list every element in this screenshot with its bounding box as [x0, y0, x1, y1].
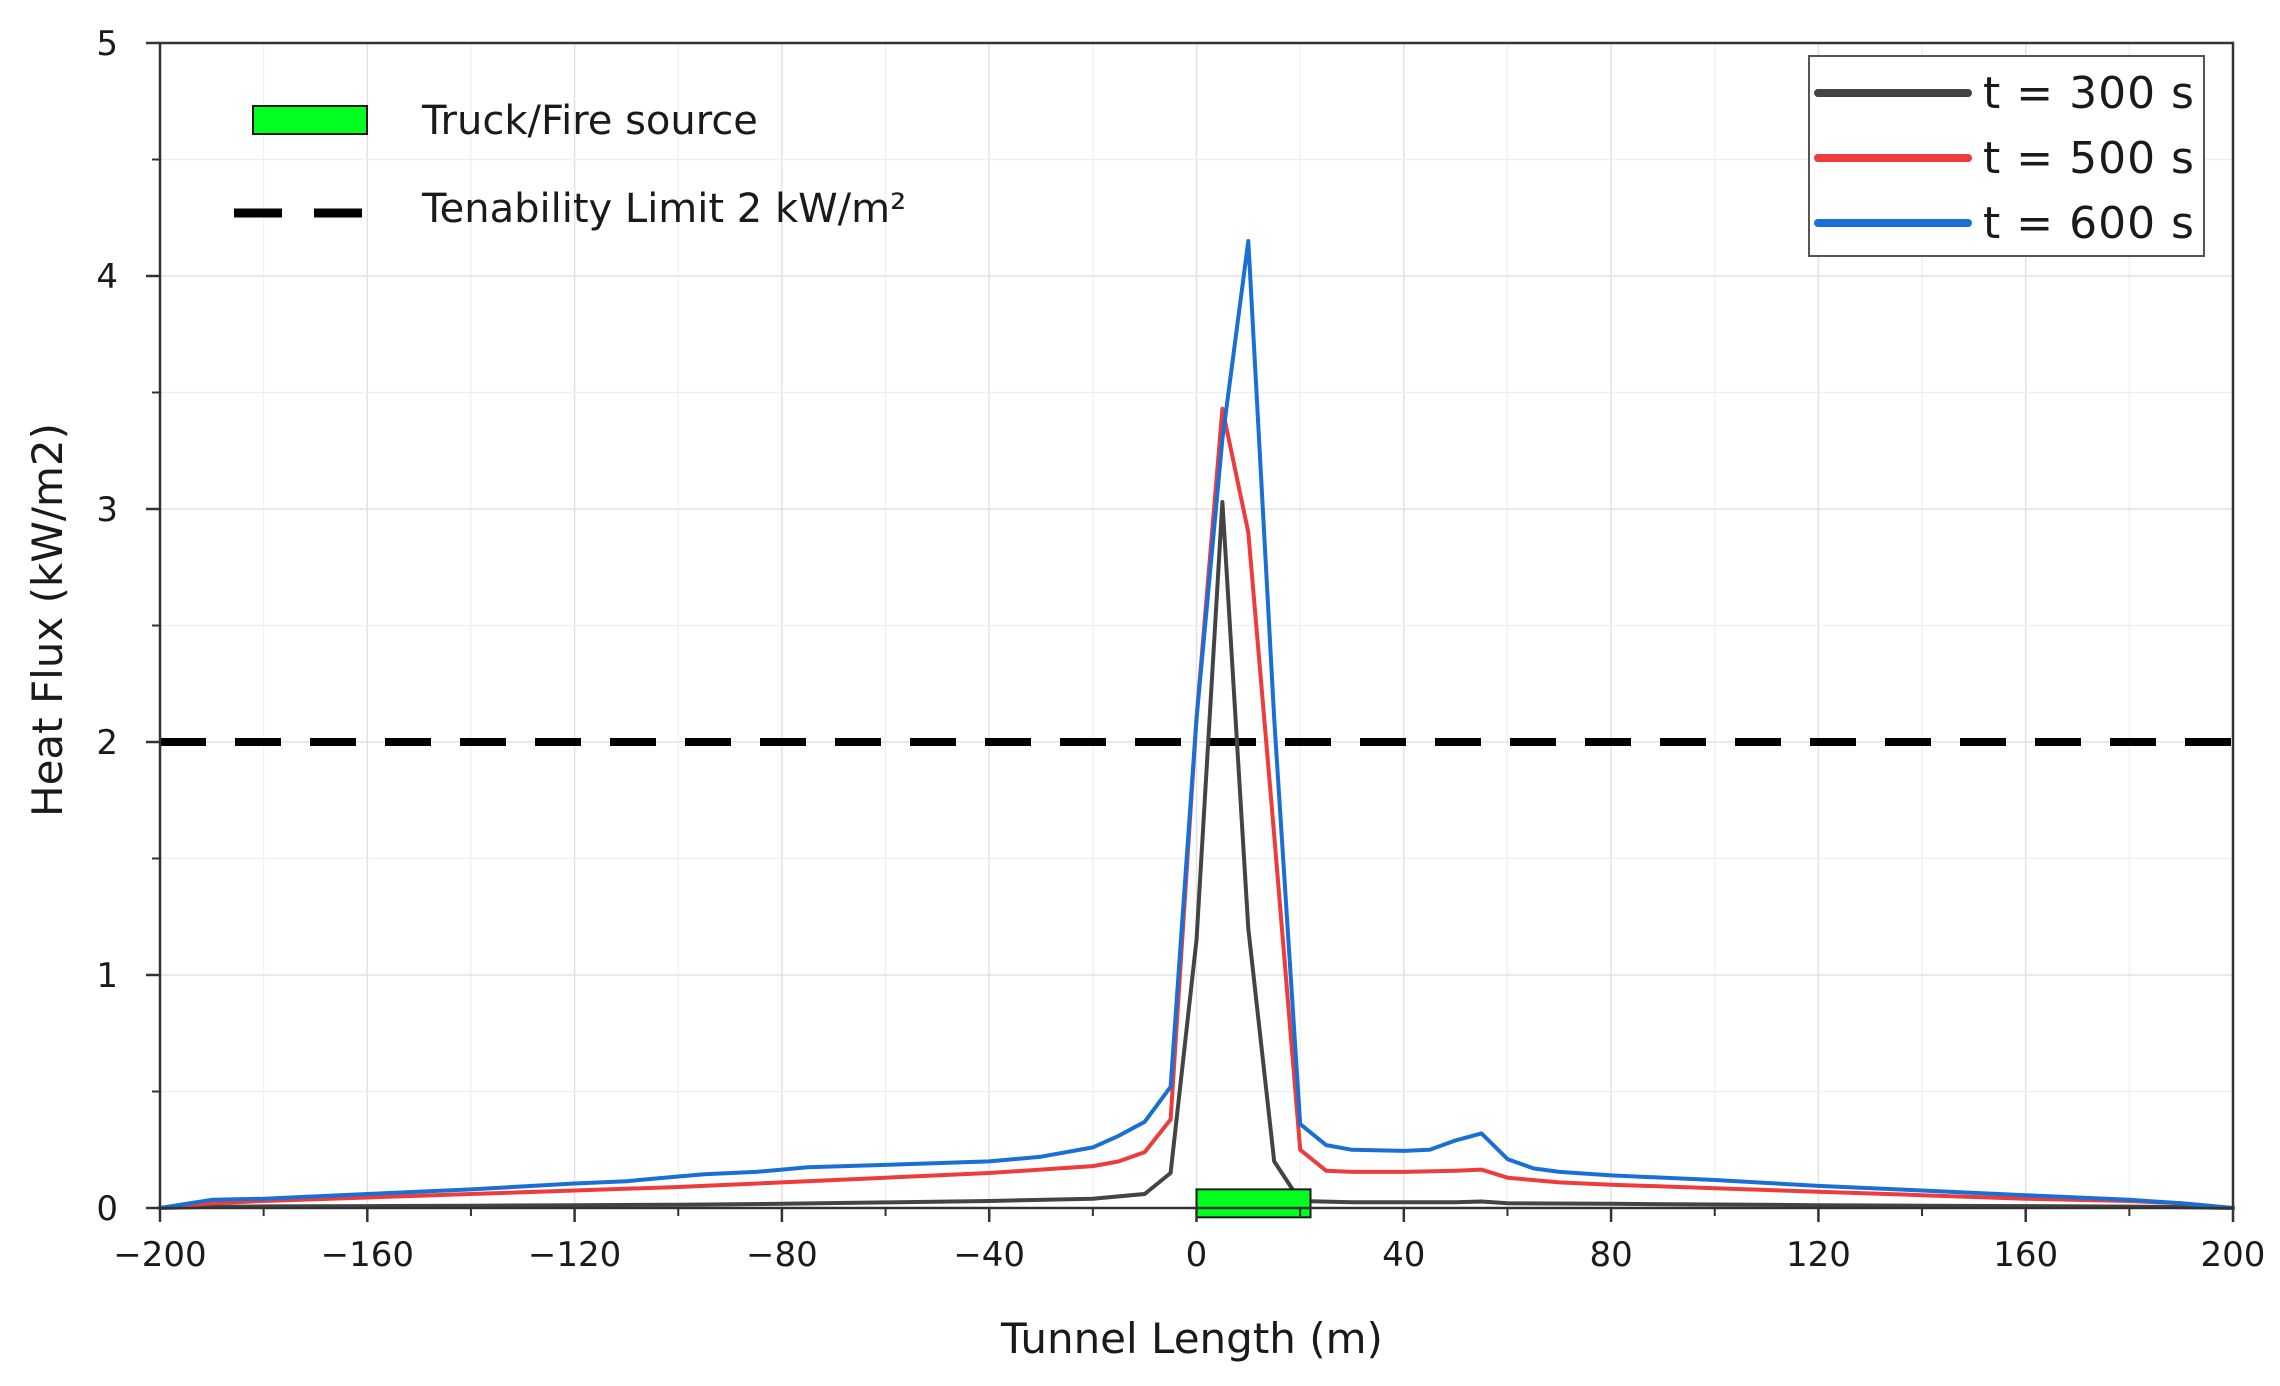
fire-source-annotation — [1195, 1188, 1312, 1219]
x-tick-label: −120 — [528, 1235, 621, 1275]
x-tick-label: −200 — [113, 1235, 206, 1275]
x-tick-label: −40 — [953, 1235, 1025, 1275]
left-legend: Truck/Fire source Tenability Limit 2 kW/… — [234, 98, 906, 232]
y-tick-label: 5 — [96, 24, 118, 64]
y-tick-label: 4 — [96, 257, 118, 297]
y-axis-title: Heat Flux (kW/m2) — [23, 423, 72, 817]
x-tick-label: 160 — [1993, 1235, 2058, 1275]
series-line-2 — [158, 239, 2235, 1210]
legend-fire-source-swatch — [252, 105, 368, 135]
legend-series-label-1: t = 500 s — [1983, 133, 2195, 184]
x-tick-label: 0 — [1186, 1235, 1208, 1275]
x-axis-ticks: −200 −160 −120 −80 −40 0 40 80 120 160 200 — [113, 1208, 2265, 1275]
x-tick-label: −80 — [746, 1235, 818, 1275]
y-tick-label: 0 — [96, 1189, 118, 1229]
y-tick-label: 1 — [96, 956, 118, 996]
y-tick-label: 3 — [96, 490, 118, 530]
x-tick-label: 200 — [2201, 1235, 2266, 1275]
series-legend: t = 300 s t = 500 s t = 600 s — [1808, 55, 2205, 257]
series-line-1 — [158, 406, 2235, 1210]
legend-series-label-2: t = 600 s — [1983, 198, 2195, 249]
fire-source-bar — [1195, 1188, 1312, 1219]
x-tick-label: −160 — [321, 1235, 414, 1275]
x-axis-title: Tunnel Length (m) — [1000, 1314, 1383, 1363]
legend-series-label-0: t = 300 s — [1983, 68, 2195, 119]
y-axis-ticks: 0 1 2 3 4 5 — [96, 24, 160, 1229]
x-tick-label: 80 — [1589, 1235, 1632, 1275]
legend-tenability-limit-label: Tenability Limit 2 kW/m² — [421, 186, 906, 232]
x-tick-label: 120 — [1786, 1235, 1851, 1275]
series-lines — [158, 239, 2235, 1210]
y-tick-label: 2 — [96, 723, 118, 763]
x-tick-label: 40 — [1382, 1235, 1425, 1275]
legend-fire-source-label: Truck/Fire source — [421, 98, 758, 144]
series-line-0 — [158, 500, 2235, 1210]
